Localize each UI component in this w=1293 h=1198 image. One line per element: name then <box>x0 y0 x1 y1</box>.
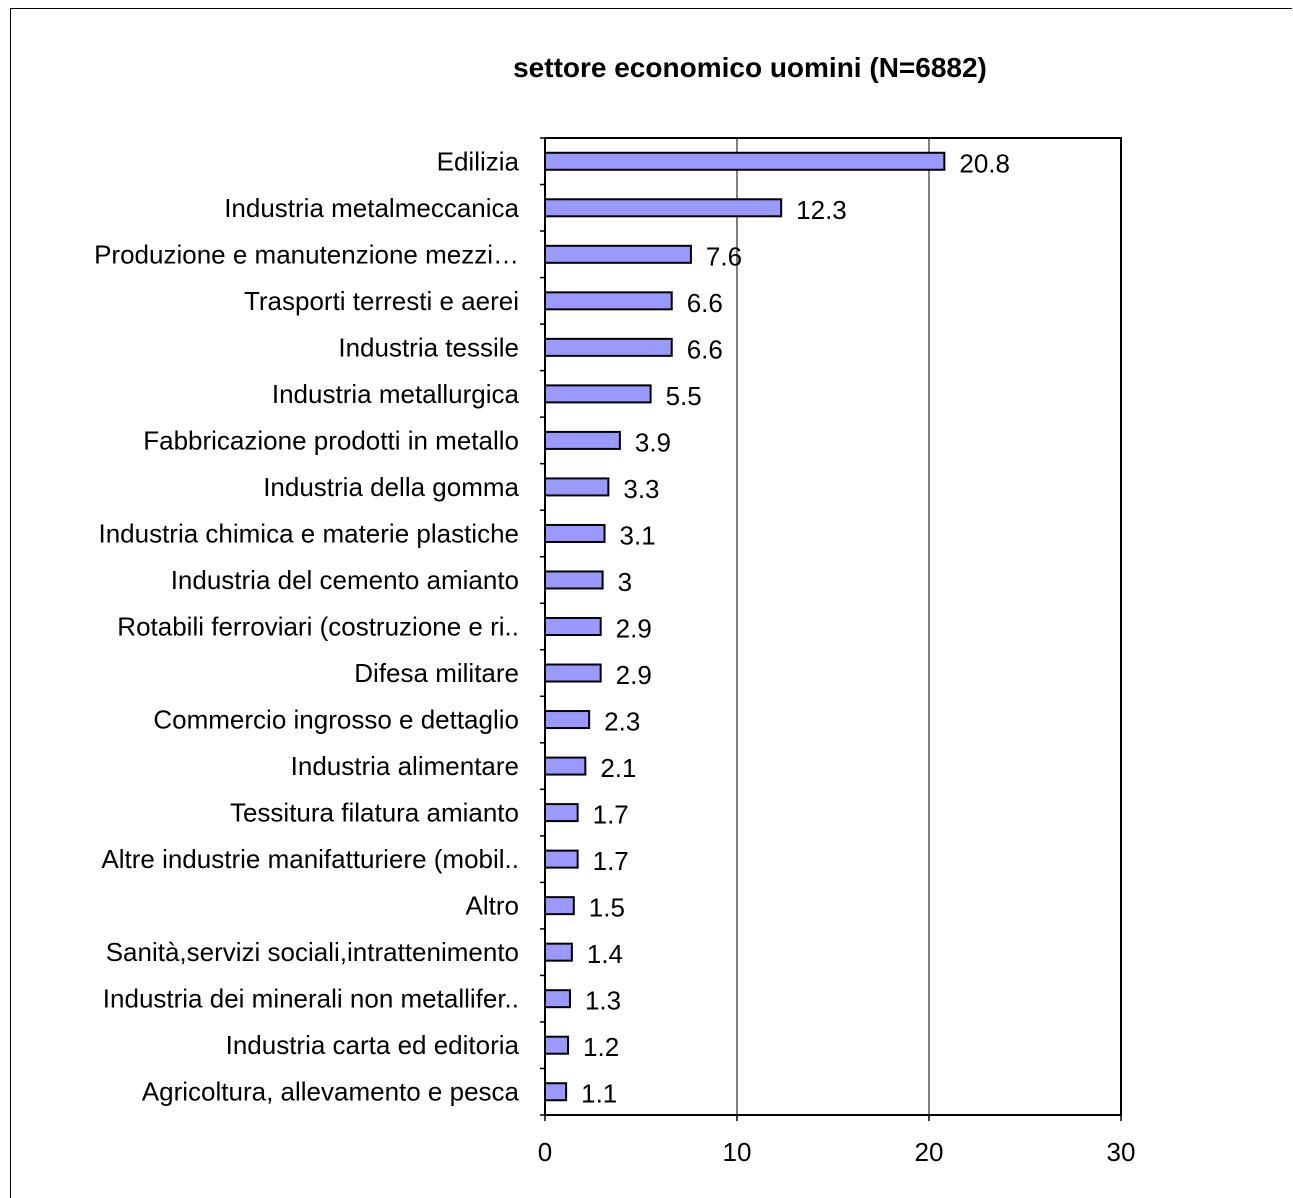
bar <box>544 523 606 543</box>
bar <box>544 570 604 590</box>
value-label: 6.6 <box>687 334 723 364</box>
x-tick-label: 0 <box>538 1137 552 1167</box>
bar <box>544 989 571 1009</box>
bar <box>544 1035 570 1055</box>
value-label: 2.3 <box>604 707 640 737</box>
category-label: Sanità,servizi sociali,intrattenimento <box>106 937 519 967</box>
bar <box>544 803 579 823</box>
bar <box>544 710 591 730</box>
bar <box>544 756 587 776</box>
value-label: 1.2 <box>583 1032 619 1062</box>
value-label: 2.9 <box>616 660 652 690</box>
value-label: 2.1 <box>600 753 636 783</box>
chart-frame <box>10 8 1292 1198</box>
bar <box>544 477 610 497</box>
value-label: 12.3 <box>796 195 847 225</box>
category-label: Rotabili ferroviari (costruzione e ri.. <box>117 612 519 642</box>
category-label: Industria del cemento amianto <box>171 565 519 595</box>
value-label: 2.9 <box>616 614 652 644</box>
category-label: Fabbricazione prodotti in metallo <box>143 425 519 455</box>
category-label: Edilizia <box>437 146 520 176</box>
value-label: 5.5 <box>666 381 702 411</box>
category-label: Produzione e manutenzione mezzi… <box>94 239 519 269</box>
bar <box>544 198 783 218</box>
value-label: 7.6 <box>706 241 742 271</box>
value-label: 1.3 <box>585 986 621 1016</box>
x-tick-label: 20 <box>915 1137 944 1167</box>
category-label: Industria alimentare <box>291 751 519 781</box>
category-label: Altre industrie manifatturiere (mobil.. <box>101 844 519 874</box>
value-label: 1.1 <box>581 1079 617 1109</box>
category-label: Industria carta ed editoria <box>226 1030 520 1060</box>
category-label: Tessitura filatura amianto <box>230 798 519 828</box>
bar <box>544 384 652 404</box>
category-label: Industria dei minerali non metallifer.. <box>103 984 519 1014</box>
category-label: Agricoltura, allevamento e pesca <box>142 1077 520 1107</box>
value-label: 1.7 <box>593 846 629 876</box>
bar <box>544 896 575 916</box>
bar <box>544 244 692 264</box>
category-label: Trasporti terresti e aerei <box>244 286 519 316</box>
category-label: Industria chimica e materie plastiche <box>98 518 519 548</box>
bar <box>544 849 579 869</box>
value-label: 20.8 <box>959 148 1010 178</box>
chart-title: settore economico uomini (N=6882) <box>513 52 987 83</box>
value-label: 6.6 <box>687 288 723 318</box>
category-label: Commercio ingrosso e dettaglio <box>153 705 519 735</box>
bar <box>544 617 602 636</box>
category-label: Industria metalmeccanica <box>224 193 519 223</box>
value-label: 1.5 <box>589 893 625 923</box>
value-label: 3.9 <box>635 427 671 457</box>
bar <box>544 291 673 311</box>
value-label: 3 <box>618 567 632 597</box>
bar <box>544 1082 568 1102</box>
x-tick-label: 30 <box>1107 1137 1136 1167</box>
value-label: 1.4 <box>587 939 623 969</box>
category-label: Industria metallurgica <box>272 379 520 409</box>
value-label: 3.3 <box>623 474 659 504</box>
x-tick-label: 10 <box>723 1137 752 1167</box>
bar <box>544 942 573 962</box>
category-label: Industria della gomma <box>263 472 519 502</box>
category-label: Difesa militare <box>354 658 519 688</box>
value-label: 3.1 <box>620 520 656 550</box>
bar <box>544 337 673 357</box>
bar <box>544 430 621 450</box>
category-label: Altro <box>466 891 519 921</box>
bar <box>544 151 946 171</box>
bar <box>544 663 602 683</box>
category-label: Industria tessile <box>338 332 519 362</box>
value-label: 1.7 <box>593 800 629 830</box>
